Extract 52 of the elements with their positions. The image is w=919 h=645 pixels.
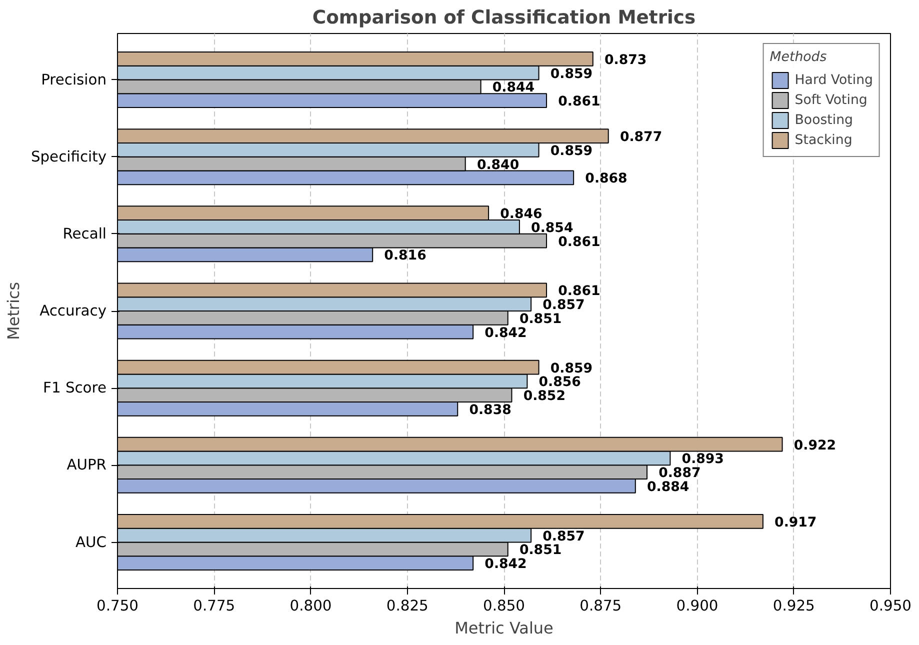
data-label: 0.887	[658, 466, 701, 482]
y-tick-label: Recall	[62, 225, 107, 242]
x-axis-title: Metric Value	[454, 618, 554, 638]
data-label: 0.917	[774, 515, 817, 530]
data-label: 0.842	[484, 326, 527, 341]
y-tick-label: F1 Score	[43, 380, 107, 397]
y-tick-label: AUPR	[66, 456, 107, 474]
legend-label: Hard Voting	[794, 72, 873, 88]
legend-label: Stacking	[794, 132, 852, 148]
y-tick-label: Specificity	[30, 148, 107, 166]
x-tick-label: 0.750	[96, 598, 138, 614]
data-label: 0.842	[484, 557, 527, 572]
data-label: 0.861	[558, 94, 600, 110]
data-label: 0.840	[476, 158, 520, 173]
data-label: 0.851	[519, 543, 562, 558]
data-label: 0.859	[550, 66, 593, 82]
y-tick-label: Accuracy	[40, 302, 107, 320]
y-tick-label: AUC	[76, 534, 107, 551]
data-label: 0.838	[469, 402, 512, 418]
data-label: 0.844	[492, 80, 535, 96]
data-label: 0.859	[550, 144, 593, 159]
data-label: 0.861	[558, 234, 600, 250]
legend-label: Boosting	[794, 112, 854, 128]
data-label: 0.856	[538, 375, 581, 390]
data-label: 0.852	[523, 389, 566, 404]
data-label: 0.854	[531, 220, 574, 236]
data-label: 0.857	[542, 529, 585, 544]
data-label: 0.816	[384, 248, 426, 264]
data-label: 0.851	[519, 312, 562, 327]
data-label: 0.846	[500, 207, 542, 222]
data-label: 0.884	[647, 480, 690, 495]
data-label: 0.857	[542, 298, 585, 314]
chart-title: Comparison of Classification Metrics	[312, 8, 696, 28]
data-label: 0.922	[794, 438, 836, 454]
data-label: 0.861	[558, 284, 600, 300]
data-label: 0.877	[620, 130, 662, 146]
x-tick-label: 0.825	[386, 598, 428, 614]
x-tick-label: 0.950	[870, 598, 912, 614]
y-axis-title: Metrics	[4, 282, 23, 340]
legend-title: Methods	[770, 50, 828, 65]
data-label: 0.873	[604, 52, 647, 68]
x-tick-label: 0.850	[483, 598, 525, 614]
data-label: 0.859	[550, 361, 593, 376]
data-label: 0.868	[585, 172, 628, 187]
x-tick-label: 0.775	[193, 598, 236, 614]
x-tick-label: 0.900	[676, 598, 718, 614]
y-tick-label: Precision	[41, 71, 107, 88]
data-label: 0.893	[682, 452, 724, 468]
x-tick-label: 0.800	[290, 598, 332, 614]
legend-label: Soft Voting	[794, 92, 868, 108]
x-tick-label: 0.925	[772, 598, 815, 614]
x-tick-label: 0.875	[580, 598, 622, 614]
